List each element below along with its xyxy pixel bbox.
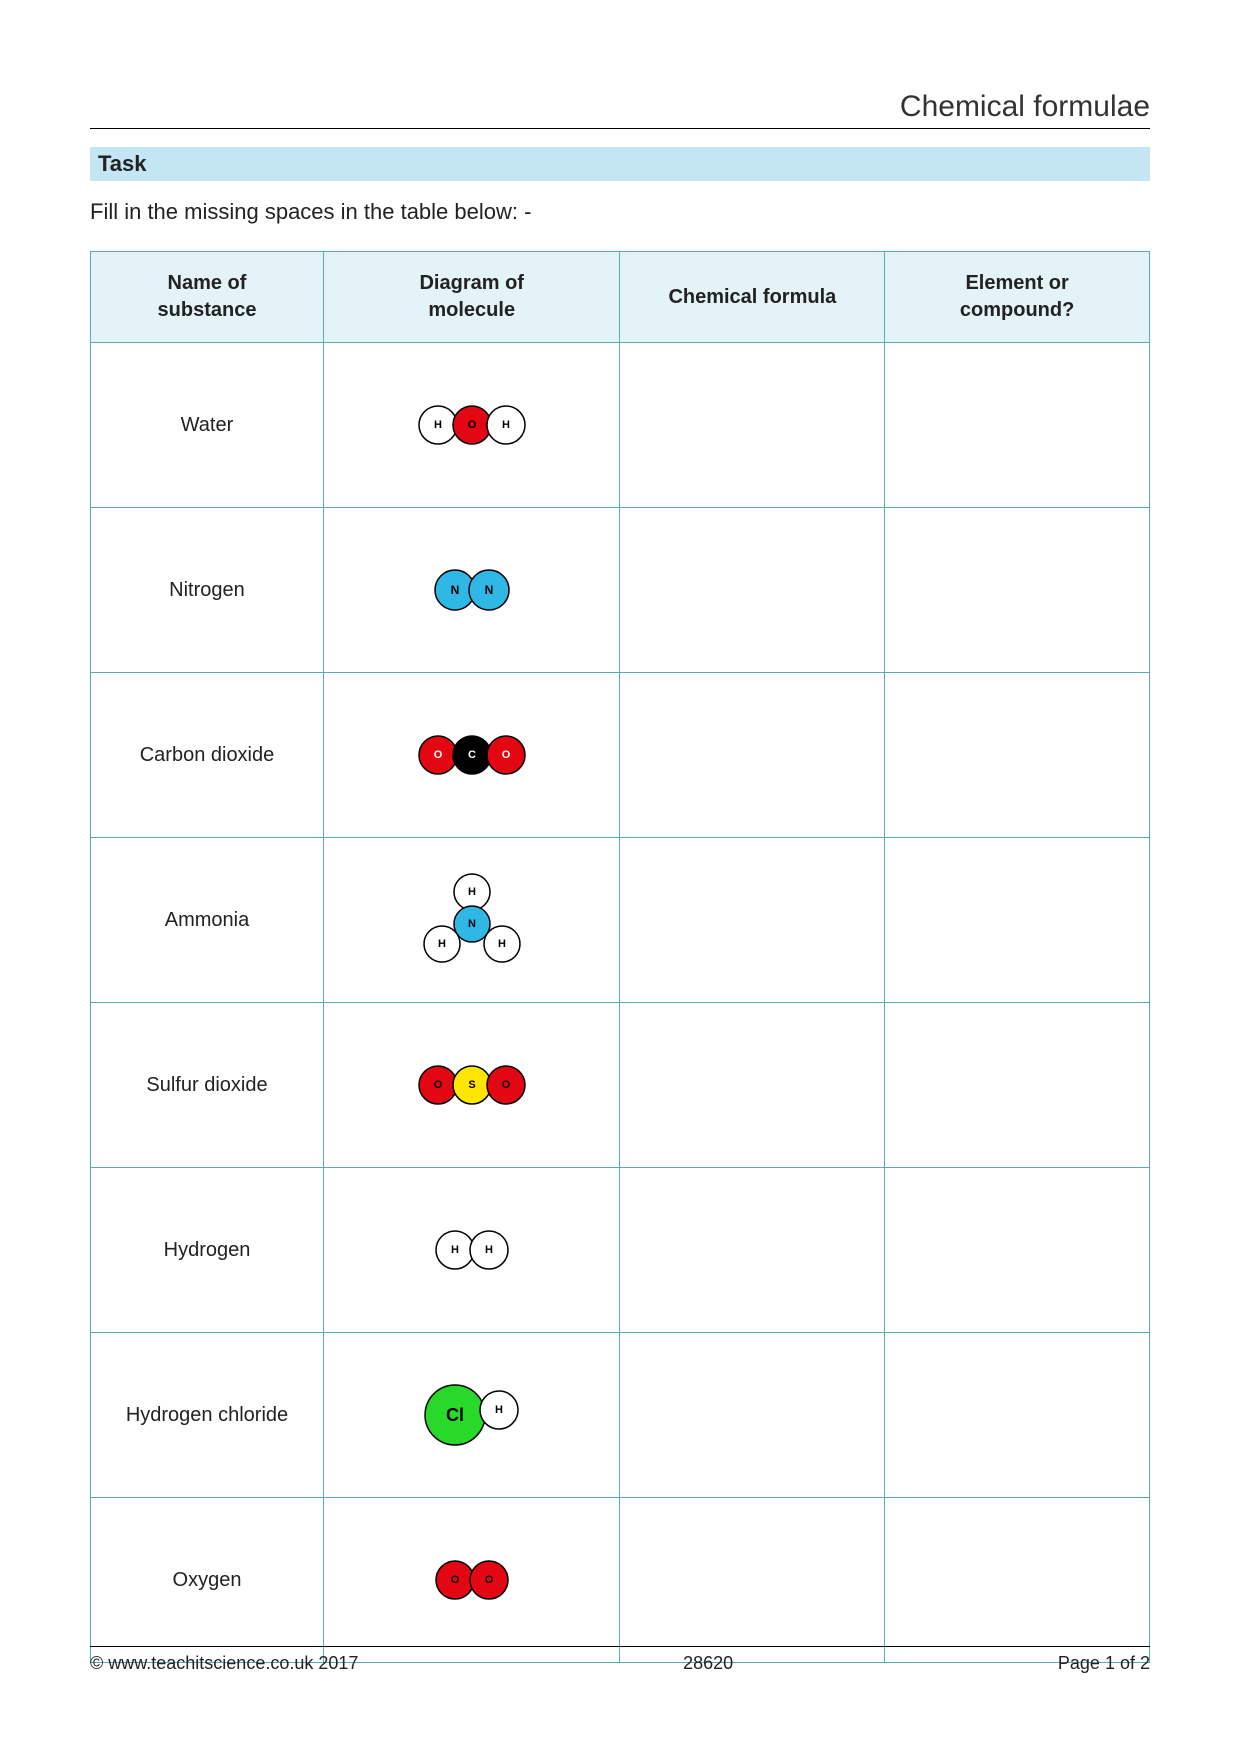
substance-name: Sulfur dioxide — [91, 1003, 324, 1168]
chemical-formula-cell[interactable] — [620, 343, 885, 508]
svg-text:H: H — [495, 1404, 503, 1416]
chemical-formula-cell[interactable] — [620, 1168, 885, 1333]
page-title: Chemical formulae — [90, 90, 1150, 129]
element-or-compound-cell[interactable] — [885, 1498, 1150, 1663]
molecule-diagram: Cl H — [417, 1380, 527, 1450]
chemical-formula-cell[interactable] — [620, 1498, 885, 1663]
svg-text:H: H — [451, 1244, 459, 1256]
svg-text:H: H — [438, 938, 446, 950]
column-header: Element orcompound? — [885, 252, 1150, 343]
chemical-formula-cell[interactable] — [620, 508, 885, 673]
substance-name: Hydrogen chloride — [91, 1333, 324, 1498]
molecule-diagram: HH — [427, 1225, 517, 1275]
worksheet-page: Chemical formulae Task Fill in the missi… — [0, 0, 1240, 1754]
chemical-formula-cell[interactable] — [620, 673, 885, 838]
element-or-compound-cell[interactable] — [885, 1333, 1150, 1498]
substance-name: Nitrogen — [91, 508, 324, 673]
substance-name: Oxygen — [91, 1498, 324, 1663]
molecule-cell: HOH — [323, 343, 620, 508]
svg-text:S: S — [468, 1079, 475, 1091]
svg-text:O: O — [433, 749, 442, 761]
svg-text:H: H — [434, 419, 442, 431]
footer-id: 28620 — [683, 1653, 733, 1674]
page-footer: © www.teachitscience.co.uk 2017 28620 Pa… — [90, 1646, 1150, 1674]
table-row: Hydrogen chloride Cl H — [91, 1333, 1150, 1498]
substance-name: Hydrogen — [91, 1168, 324, 1333]
element-or-compound-cell[interactable] — [885, 343, 1150, 508]
table-row: OxygenOO — [91, 1498, 1150, 1663]
molecule-cell: H N H H — [323, 838, 620, 1003]
molecule-diagram: OO — [427, 1555, 517, 1605]
substance-name: Ammonia — [91, 838, 324, 1003]
table-row: Ammonia H N H H — [91, 838, 1150, 1003]
svg-text:N: N — [450, 583, 459, 597]
table-row: Carbon dioxide O C O — [91, 673, 1150, 838]
instruction-text: Fill in the missing spaces in the table … — [90, 199, 1150, 225]
svg-text:C: C — [468, 749, 476, 761]
column-header: Diagram ofmolecule — [323, 252, 620, 343]
svg-text:N: N — [468, 918, 476, 930]
svg-text:N: N — [484, 583, 493, 597]
molecule-cell: NN — [323, 508, 620, 673]
table-row: Water H O H — [91, 343, 1150, 508]
column-header: Chemical formula — [620, 252, 885, 343]
molecule-diagram: H N H H — [412, 870, 532, 970]
element-or-compound-cell[interactable] — [885, 673, 1150, 838]
svg-text:O: O — [484, 1574, 493, 1586]
chemical-formula-cell[interactable] — [620, 1003, 885, 1168]
substance-name: Water — [91, 343, 324, 508]
element-or-compound-cell[interactable] — [885, 508, 1150, 673]
molecule-cell: OSO — [323, 1003, 620, 1168]
molecule-cell: OCO — [323, 673, 620, 838]
table-header-row: Name ofsubstanceDiagram ofmoleculeChemic… — [91, 252, 1150, 343]
element-or-compound-cell[interactable] — [885, 1168, 1150, 1333]
molecule-diagram: HOH — [412, 400, 532, 450]
table-row: NitrogenNN — [91, 508, 1150, 673]
molecule-diagram: OSO — [412, 1060, 532, 1110]
svg-text:O: O — [433, 1079, 442, 1091]
svg-text:H: H — [502, 419, 510, 431]
chemical-formula-cell[interactable] — [620, 838, 885, 1003]
svg-text:H: H — [468, 886, 476, 898]
svg-text:O: O — [501, 749, 510, 761]
substance-name: Carbon dioxide — [91, 673, 324, 838]
svg-text:Cl: Cl — [446, 1405, 464, 1425]
table-row: Sulfur dioxide O S O — [91, 1003, 1150, 1168]
task-heading: Task — [90, 147, 1150, 181]
chemical-table: Name ofsubstanceDiagram ofmoleculeChemic… — [90, 251, 1150, 1663]
svg-text:O: O — [467, 419, 476, 431]
svg-text:O: O — [450, 1574, 459, 1586]
column-header: Name ofsubstance — [91, 252, 324, 343]
svg-text:H: H — [485, 1244, 493, 1256]
molecule-cell: HH — [323, 1168, 620, 1333]
table-row: HydrogenHH — [91, 1168, 1150, 1333]
molecule-cell: OO — [323, 1498, 620, 1663]
element-or-compound-cell[interactable] — [885, 1003, 1150, 1168]
svg-text:O: O — [501, 1079, 510, 1091]
chemical-formula-cell[interactable] — [620, 1333, 885, 1498]
molecule-cell: Cl H — [323, 1333, 620, 1498]
element-or-compound-cell[interactable] — [885, 838, 1150, 1003]
molecule-diagram: NN — [427, 565, 517, 615]
footer-copyright: © www.teachitscience.co.uk 2017 — [90, 1653, 358, 1674]
footer-page: Page 1 of 2 — [1058, 1653, 1150, 1674]
molecule-diagram: OCO — [412, 730, 532, 780]
svg-text:H: H — [498, 938, 506, 950]
